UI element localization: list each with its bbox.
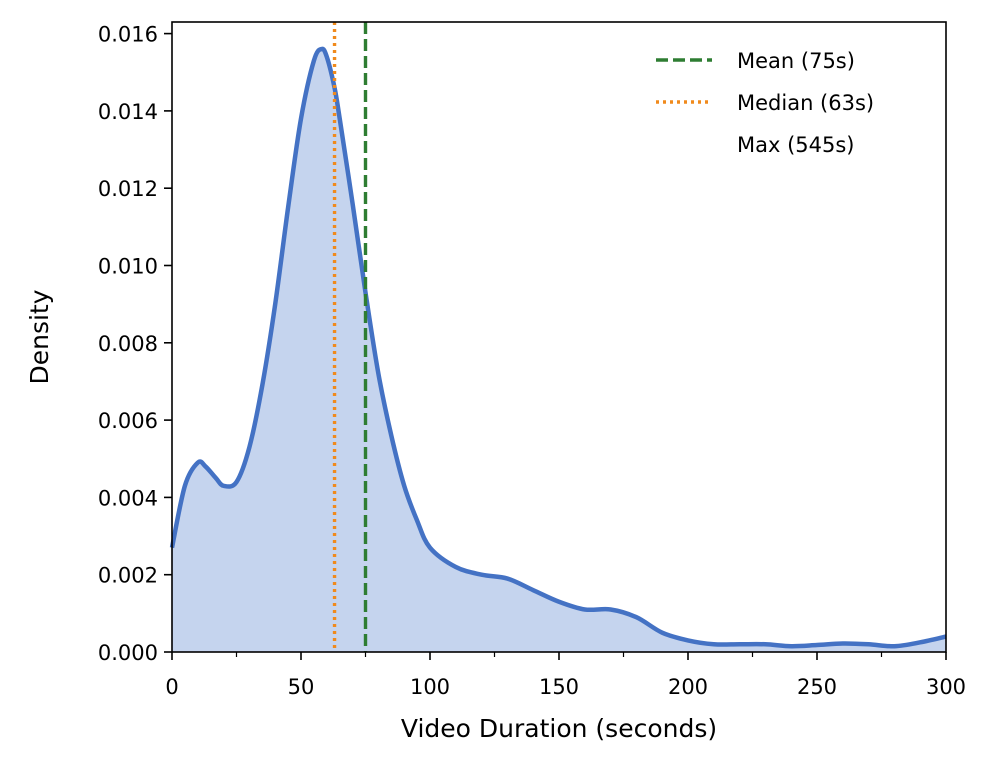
x-tick-label: 200	[668, 675, 708, 699]
legend-label: Max (545s)	[737, 133, 855, 157]
y-tick-label: 0.016	[98, 23, 158, 47]
x-tick-label: 250	[797, 675, 837, 699]
y-tick-label: 0.008	[98, 332, 158, 356]
y-tick-label: 0.010	[98, 254, 158, 278]
y-axis-title: Density	[25, 289, 54, 384]
y-tick-label: 0.004	[98, 486, 158, 510]
legend-label: Mean (75s)	[737, 49, 855, 73]
x-tick-label: 100	[410, 675, 450, 699]
y-tick-label: 0.006	[98, 409, 158, 433]
x-axis: 0 50 100 150 200 250 300	[165, 652, 966, 699]
y-axis: 0.000 0.002 0.004 0.006 0.008 0.010 0.012 0.014…	[98, 23, 172, 665]
x-tick-label: 0	[165, 675, 178, 699]
y-tick-label: 0.000	[98, 641, 158, 665]
legend: Mean (75s) Median (63s) Max (545s)	[656, 49, 874, 157]
legend-label: Median (63s)	[737, 91, 874, 115]
y-tick-label: 0.014	[98, 100, 158, 124]
x-tick-label: 300	[926, 675, 966, 699]
x-axis-title: Video Duration (seconds)	[401, 714, 717, 743]
x-tick-label: 150	[539, 675, 579, 699]
y-tick-label: 0.002	[98, 564, 158, 588]
y-tick-label: 0.012	[98, 177, 158, 201]
density-curve	[169, 46, 947, 649]
x-tick-label: 50	[288, 675, 315, 699]
plot-area	[169, 22, 947, 653]
